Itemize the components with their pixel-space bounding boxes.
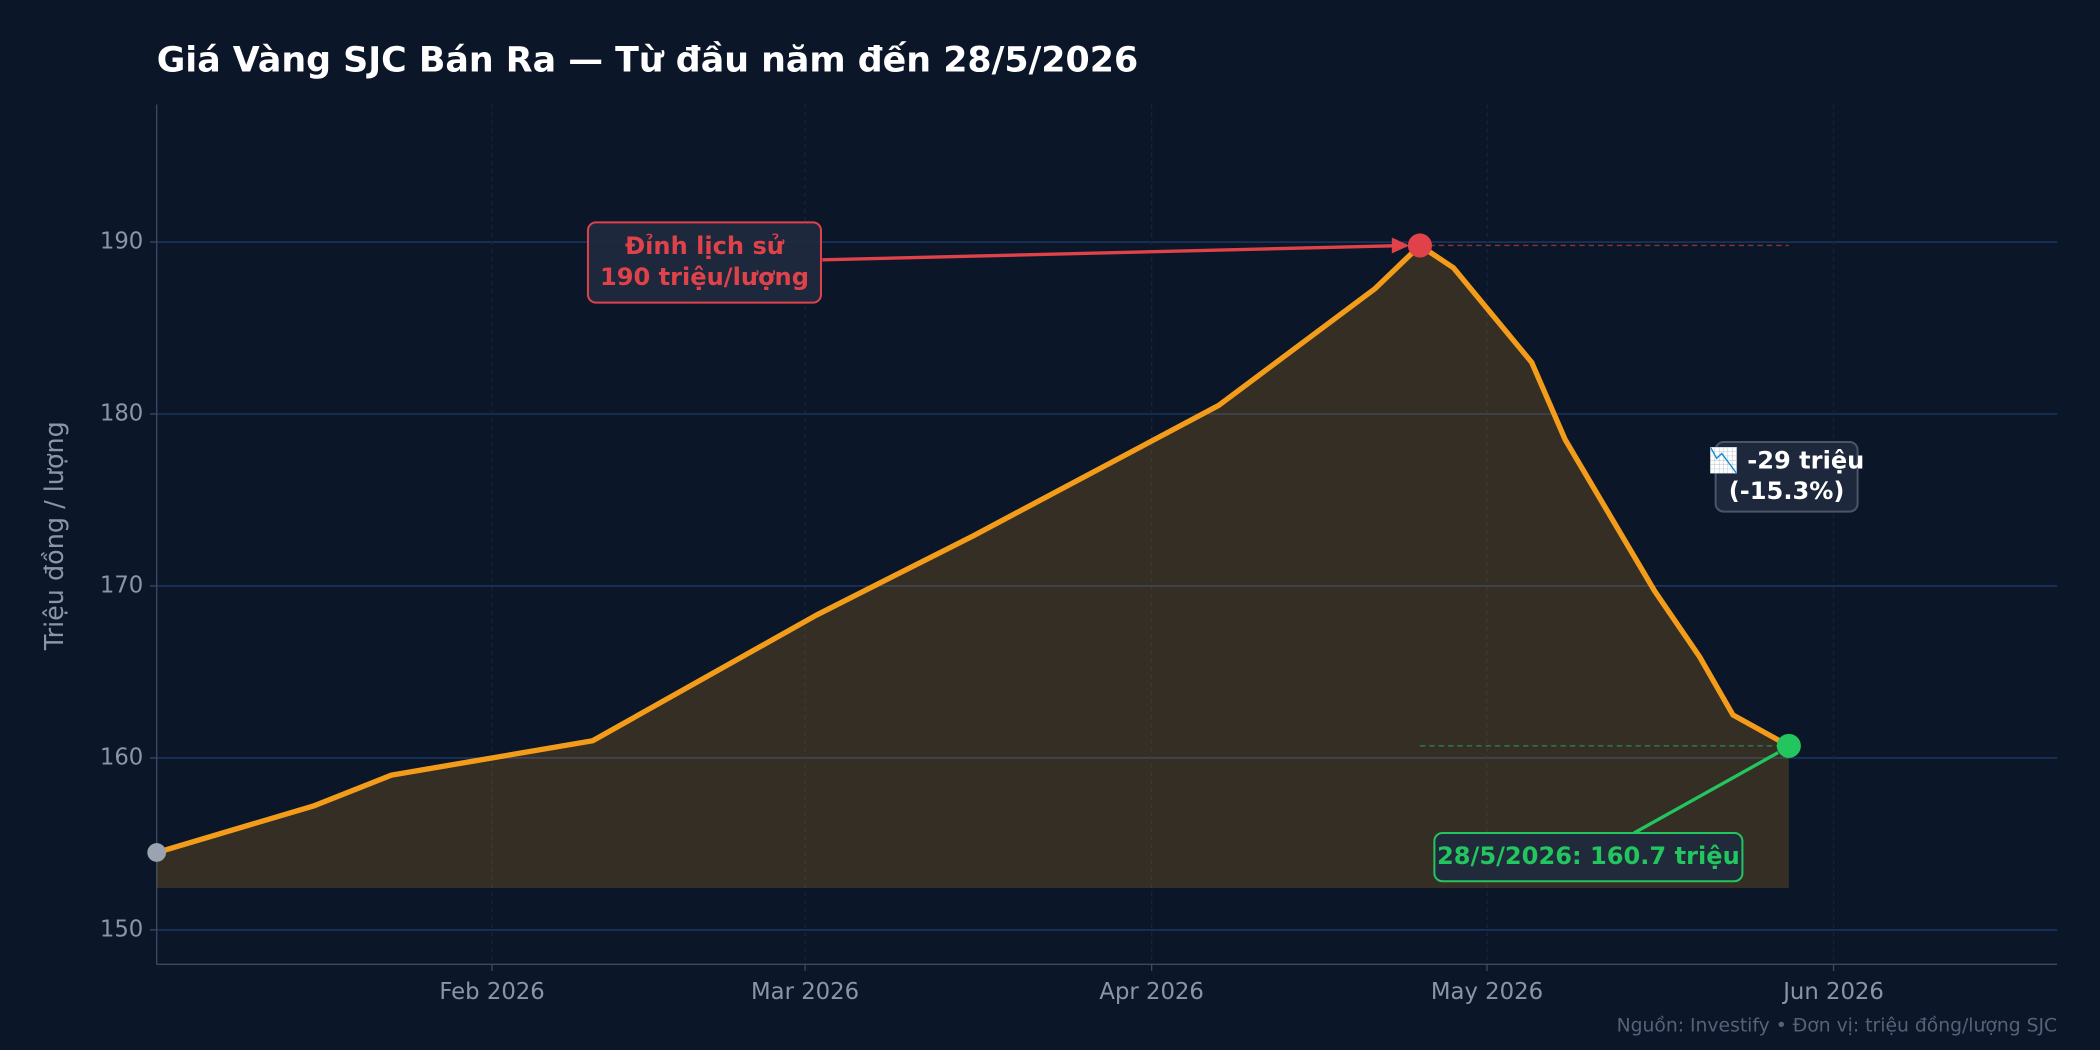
change-annotation-text: 📉 -29 triệu: [1709, 446, 1864, 474]
x-tick-label: Mar 2026: [751, 979, 859, 1005]
peak-annotation-text: Đỉnh lịch sử: [625, 232, 785, 260]
line: [155, 242, 1791, 856]
source: Nguồn: Investify • Đơn vị: triệu đồng/lư…: [1617, 1014, 2058, 1036]
x-tick-label: May 2026: [1431, 979, 1543, 1005]
y-tick-label: 190: [100, 229, 143, 255]
last-arrow: [1633, 751, 1779, 835]
change-annotation-text: (-15.3%): [1729, 477, 1845, 505]
change-annotation-box: [1714, 440, 1859, 513]
peak-arrowhead: [1391, 237, 1410, 254]
chart-title: Giá Vàng SJC Bán Ra — Từ đầu năm đến 28/…: [157, 40, 1139, 81]
start-marker: [147, 843, 167, 862]
y-tick-label: 170: [100, 572, 143, 598]
x-tick-label: Feb 2026: [439, 979, 544, 1005]
y-tick-label: 160: [100, 744, 143, 770]
last-annotation-text: 28/5/2026: 160.7 triệu: [1437, 842, 1740, 870]
area: [156, 245, 1789, 888]
last-marker: [1776, 733, 1801, 758]
x-tick-label: Jun 2026: [1781, 979, 1884, 1005]
x-tick-label: Apr 2026: [1099, 979, 1204, 1005]
last-annotation-box: [1433, 832, 1744, 883]
peak-arrow: [822, 243, 1407, 262]
peak-annotation-text: 190 triệu/lượng: [600, 263, 809, 291]
y-axis-label: Triệu đồng / lượng: [39, 421, 69, 651]
peak-annotation-box: [586, 221, 822, 304]
y-tick-label: 180: [100, 401, 143, 427]
peak-marker: [1407, 233, 1432, 258]
y-tick-label: 150: [100, 916, 143, 942]
